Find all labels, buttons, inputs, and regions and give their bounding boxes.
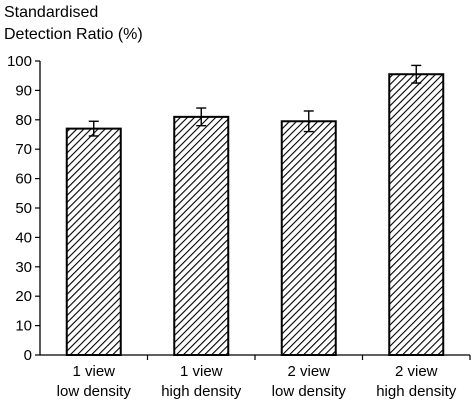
category-label: 1 view xyxy=(180,363,223,380)
y-axis-label-line-2: Detection Ratio (%) xyxy=(4,26,143,43)
y-tick-label: 10 xyxy=(15,318,32,335)
category-label: high density xyxy=(161,383,242,400)
y-tick-label: 100 xyxy=(7,53,32,70)
category-label: high density xyxy=(376,383,457,400)
bars xyxy=(65,64,445,356)
category-label: 1 view xyxy=(72,363,115,380)
y-tick-label: 0 xyxy=(24,347,32,364)
y-tick-label: 70 xyxy=(15,141,32,158)
y-tick-label: 90 xyxy=(15,82,32,99)
y-tick-label: 60 xyxy=(15,171,32,188)
y-axis-label-line-1: Standardised xyxy=(4,4,99,21)
category-label: 2 view xyxy=(287,363,330,380)
y-tick-label: 40 xyxy=(15,229,32,246)
bar xyxy=(388,73,445,356)
category-labels: 1 view low density 1 view high density 2 vie… xyxy=(57,363,457,400)
bar xyxy=(65,127,122,356)
y-tick-label: 30 xyxy=(15,259,32,276)
y-tick-label: 80 xyxy=(15,112,32,129)
bar xyxy=(173,115,230,356)
category-label: low density xyxy=(57,383,132,400)
y-tick-label: 50 xyxy=(15,200,32,217)
category-label: low density xyxy=(272,383,347,400)
category-label: 2 view xyxy=(395,363,438,380)
y-axis-label: Standardised Detection Ratio (%) xyxy=(4,2,143,46)
bar xyxy=(280,120,337,356)
y-tick-label: 20 xyxy=(15,288,32,305)
